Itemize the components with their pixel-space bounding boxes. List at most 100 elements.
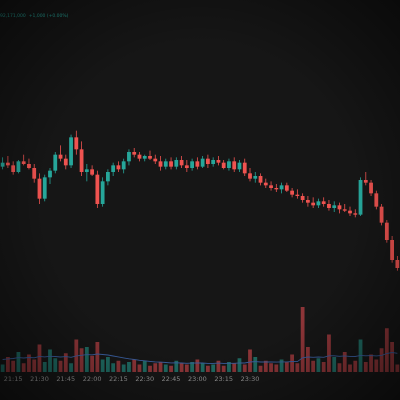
candle: [248, 168, 252, 182]
volume-bar: [290, 354, 294, 372]
candle: [232, 157, 237, 172]
candle: [69, 134, 73, 168]
volume-bar: [274, 364, 279, 372]
candle-body: [79, 149, 84, 172]
volume-bar: [263, 360, 268, 372]
candle: [227, 158, 231, 171]
volume-bar: [158, 362, 163, 372]
volume-bar: [242, 364, 247, 372]
candle: [0, 157, 5, 170]
volume-bar: [132, 359, 137, 372]
candle: [74, 130, 79, 155]
candle-body: [132, 152, 137, 155]
candle: [321, 197, 326, 207]
candle: [63, 154, 68, 170]
candle: [95, 170, 100, 208]
candle: [221, 160, 226, 170]
candle-body: [263, 182, 268, 186]
volume-bar: [179, 363, 184, 372]
candle-body: [142, 156, 147, 159]
candle-body: [27, 164, 31, 168]
candle: [21, 154, 26, 166]
volume-bar: [295, 363, 300, 372]
candle-body: [16, 161, 21, 172]
candle-body: [269, 185, 273, 188]
volume-bar: [369, 354, 373, 372]
candle: [358, 177, 363, 216]
volume-bar: [232, 363, 237, 372]
volume-bar: [95, 342, 100, 372]
candle: [342, 204, 347, 212]
candle-body: [90, 169, 94, 175]
candle-body: [74, 137, 79, 150]
candle-body: [111, 165, 116, 172]
candle-body: [369, 182, 373, 194]
candle-body: [290, 190, 294, 195]
candle: [290, 188, 294, 198]
candle: [169, 157, 173, 170]
candle: [132, 148, 137, 158]
candle: [332, 201, 337, 212]
volume-bar: [148, 365, 152, 372]
volume-bar: [363, 362, 368, 372]
volume-bar: [379, 348, 384, 372]
candle: [174, 157, 179, 170]
candle: [106, 169, 110, 186]
volume-bar: [53, 358, 58, 372]
candle: [48, 168, 52, 184]
candle-body: [284, 185, 289, 191]
candle: [216, 156, 221, 166]
candle: [374, 190, 379, 210]
candle: [32, 164, 37, 183]
volume-bar: [127, 362, 131, 372]
candle-body: [374, 193, 379, 207]
candle: [153, 154, 158, 164]
candle: [190, 158, 194, 171]
candle: [195, 157, 200, 170]
candle: [384, 220, 389, 243]
candle-body: [163, 161, 168, 167]
candle-body: [295, 194, 300, 196]
candle: [90, 165, 94, 176]
volume-bar: [63, 353, 68, 372]
candle: [379, 204, 384, 226]
volume-bar: [116, 360, 121, 372]
candle-body: [121, 161, 126, 170]
candle-body: [358, 180, 363, 215]
candle: [263, 178, 268, 188]
candle-body: [353, 213, 358, 215]
candle: [142, 154, 147, 162]
time-tick-label: 21:15: [4, 375, 23, 383]
candle-body: [337, 205, 342, 210]
volume-bar: [0, 364, 5, 372]
time-tick-label: 22:45: [162, 375, 181, 383]
candle: [100, 177, 105, 207]
candle-body: [390, 240, 394, 260]
candle-body: [216, 160, 221, 163]
volume-bar: [153, 363, 158, 372]
candle-body: [342, 209, 347, 211]
candle: [348, 206, 352, 216]
volume-bar: [48, 349, 52, 372]
volume-bar: [16, 352, 21, 372]
candle: [11, 161, 16, 175]
volume-bar: [332, 357, 337, 372]
candle: [327, 200, 331, 211]
candle: [206, 154, 210, 168]
candle: [79, 141, 84, 176]
candle-body: [279, 185, 284, 190]
volume-bar: [384, 328, 389, 372]
volume-bar: [321, 362, 326, 372]
candle-body: [106, 172, 110, 182]
candle-body: [253, 176, 258, 179]
volume-bar: [300, 307, 305, 372]
candle: [116, 161, 121, 172]
volume-bar: [248, 349, 252, 372]
candle-body: [363, 180, 368, 183]
candle: [42, 174, 47, 202]
volume-bar: [237, 358, 242, 372]
volume-bar: [206, 365, 210, 372]
candle-body: [48, 170, 52, 178]
candle-body: [84, 169, 89, 172]
